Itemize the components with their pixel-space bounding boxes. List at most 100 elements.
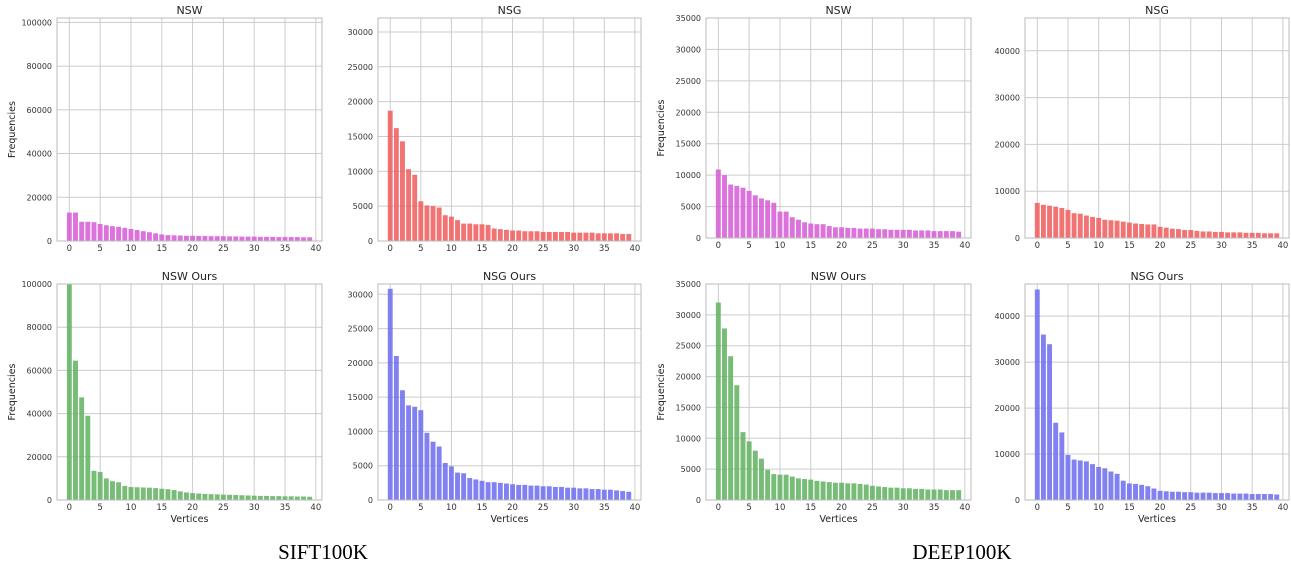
bar	[214, 236, 220, 241]
bar	[851, 227, 857, 238]
bar	[601, 233, 607, 241]
y-tick-label: 10000	[995, 187, 1020, 196]
bar	[595, 233, 601, 241]
bar	[497, 482, 503, 500]
y-tick-label: 20000	[348, 98, 373, 107]
bar	[1108, 471, 1114, 500]
bar	[925, 489, 931, 500]
plot-frame	[1024, 283, 1290, 501]
y-tick-label: 5000	[353, 202, 373, 211]
bar	[1145, 224, 1151, 238]
chart-title: NSG	[1145, 4, 1169, 17]
bar	[1120, 221, 1126, 238]
bar	[128, 228, 134, 241]
bar	[257, 495, 263, 500]
bar	[1065, 454, 1071, 500]
y-tick-label: 30000	[676, 45, 701, 54]
bar	[220, 494, 226, 500]
bar	[722, 175, 727, 238]
bar	[159, 234, 165, 241]
bar	[393, 128, 399, 241]
x-tick-label: 25	[538, 244, 549, 254]
bar	[522, 484, 528, 500]
bar	[888, 229, 894, 238]
bar	[79, 397, 85, 500]
y-tick-label: 40000	[995, 312, 1020, 321]
bar	[1102, 219, 1108, 238]
x-tick-label: 30	[568, 244, 579, 254]
bar	[183, 492, 189, 500]
x-tick-label: 0	[388, 244, 393, 254]
bar	[820, 481, 826, 500]
bar	[771, 202, 777, 238]
y-tick-label: 5000	[353, 462, 373, 471]
chart-panel-6: 0 5000 10000 15000 20000 25000 30000 35000 0 5 10 1…	[656, 270, 972, 525]
bar	[746, 190, 752, 238]
x-tick-label: 30	[898, 241, 909, 251]
y-tick-label: 30000	[995, 358, 1020, 367]
y-tick-label: 10000	[676, 434, 701, 443]
bar	[171, 490, 177, 500]
bar	[467, 223, 473, 241]
bar	[937, 231, 943, 238]
y-tick-label: 20000	[676, 373, 701, 382]
bar	[925, 230, 931, 238]
y-tick-label: 0	[696, 234, 701, 243]
bar	[783, 211, 789, 238]
bar	[950, 490, 955, 500]
bar	[937, 489, 943, 500]
bar	[1225, 232, 1231, 238]
bar	[882, 229, 888, 238]
bar	[282, 496, 288, 500]
bar	[79, 221, 85, 241]
bar	[1237, 232, 1243, 238]
bar	[1083, 215, 1089, 238]
bar	[626, 234, 632, 241]
bar	[406, 405, 412, 500]
bar	[814, 224, 820, 238]
bar	[1176, 491, 1181, 500]
x-tick-label: 10	[446, 244, 457, 254]
x-tick-label: 10	[775, 241, 786, 251]
bar	[430, 206, 436, 241]
plot-area	[378, 284, 641, 500]
y-tick-label: 10000	[995, 450, 1020, 459]
y-tick-label: 35000	[676, 14, 701, 23]
x-tick-label: 20	[836, 503, 847, 513]
bar	[607, 489, 613, 500]
x-tick-label: 0	[67, 244, 72, 254]
bar	[869, 228, 875, 238]
x-tick-label: 10	[1093, 241, 1104, 251]
bar	[795, 478, 801, 500]
bar	[1126, 222, 1132, 238]
bar	[412, 406, 418, 500]
y-tick-label: 0	[368, 496, 373, 505]
bar	[589, 489, 595, 500]
bar	[270, 236, 276, 241]
bar	[620, 491, 626, 500]
bar	[777, 474, 783, 500]
bar	[1212, 231, 1218, 238]
x-tick-label: 10	[775, 503, 786, 513]
bar	[1231, 232, 1237, 238]
x-tick-label: 40	[1277, 241, 1288, 251]
bar	[1083, 461, 1089, 500]
x-tick-label: 25	[218, 244, 229, 254]
x-tick-label: 10	[126, 503, 137, 513]
bar	[1059, 432, 1065, 500]
bar	[734, 385, 740, 500]
bar	[251, 495, 257, 500]
y-tick-label: 30000	[676, 311, 701, 320]
bar	[722, 328, 727, 500]
bar	[919, 488, 925, 500]
bar	[1261, 233, 1267, 238]
bar	[1261, 494, 1267, 500]
bar	[565, 487, 571, 500]
bar	[931, 231, 937, 238]
bar	[177, 235, 183, 241]
y-tick-label: 60000	[27, 106, 52, 115]
bar	[900, 229, 906, 238]
x-tick-label: 30	[568, 503, 579, 513]
bar	[1200, 492, 1206, 500]
bar	[122, 485, 128, 500]
